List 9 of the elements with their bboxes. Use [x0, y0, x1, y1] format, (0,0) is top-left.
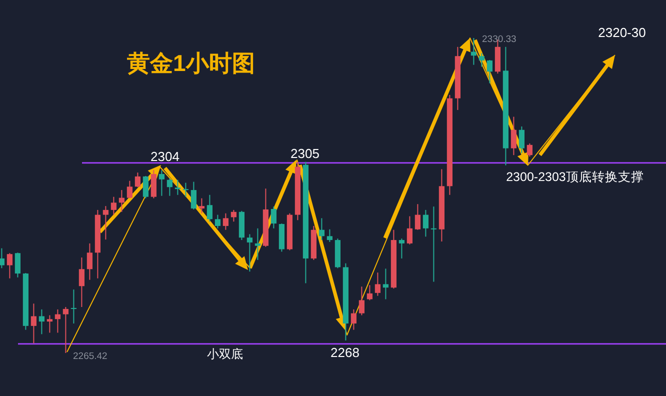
title: 黄金1小时图	[127, 50, 255, 76]
annotation: 小双底	[207, 347, 243, 361]
annotation: 2268	[330, 345, 360, 360]
annotation: 2300-2303顶底转换支撑	[506, 170, 644, 184]
annotation: 2265.42	[73, 351, 108, 362]
annotation: 2304	[150, 149, 180, 164]
annotation: 2320-30	[598, 25, 646, 40]
annotation: 2305	[290, 146, 320, 161]
annotation: 2330.33	[482, 34, 516, 45]
